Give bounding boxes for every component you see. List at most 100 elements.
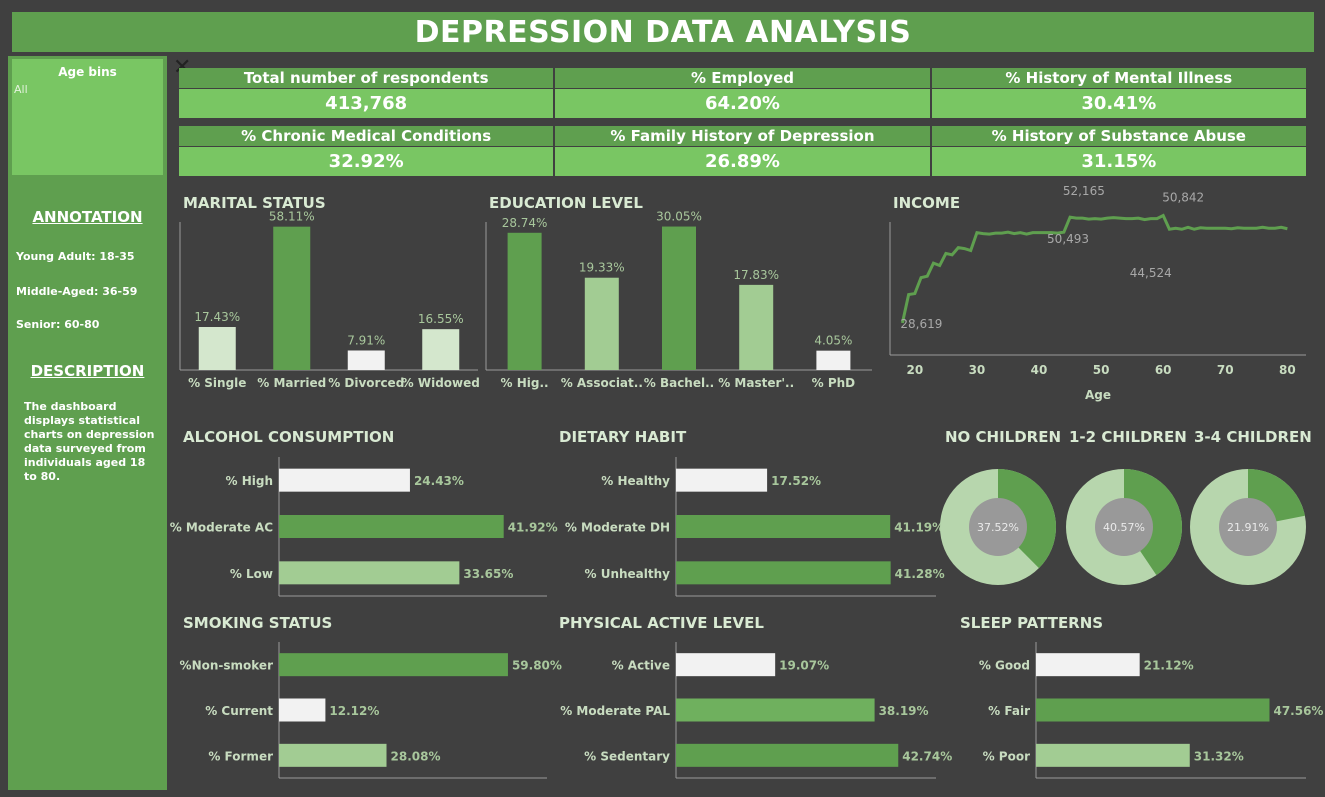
dashboard-title: DEPRESSION DATA ANALYSIS xyxy=(12,12,1314,52)
tick-label: %Non-smoker xyxy=(180,659,274,673)
data-label: 24.43% xyxy=(414,474,464,488)
filter-label: Age bins xyxy=(58,65,117,79)
sidebar: Age bins All ANNOTATION Young Adult: 18-… xyxy=(8,56,167,790)
tick-label: % Current xyxy=(205,704,273,718)
kpi-mental-illness: % History of Mental Illness 30.41% xyxy=(931,68,1306,120)
kpi-value: 31.15% xyxy=(931,147,1306,176)
tick-label: % Poor xyxy=(983,749,1030,763)
income-line xyxy=(900,213,1288,324)
x-axis-label: Age xyxy=(1085,388,1111,402)
kpi-row-2: % Chronic Medical Conditions 32.92% % Fa… xyxy=(179,126,1306,178)
kpi-label: Total number of respondents xyxy=(179,68,554,88)
dietary-title: DIETARY HABIT xyxy=(559,428,687,446)
tick-label: % Low xyxy=(230,567,273,581)
bar xyxy=(662,226,696,370)
tick-label: % Healthy xyxy=(601,474,670,488)
bar xyxy=(279,468,410,492)
tick-label: 50 xyxy=(1093,363,1110,377)
bar xyxy=(422,329,460,370)
kpi-employed: % Employed 64.20% xyxy=(555,68,930,120)
smoking-chart: 59.80% %Non-smoker 12.12% % Current 28.08% % … xyxy=(180,642,562,779)
tick-label: % High xyxy=(226,474,274,488)
filter-value[interactable]: All xyxy=(14,83,28,96)
three-four-children-title: 3-4 CHILDREN xyxy=(1194,428,1312,446)
data-label: 42.74% xyxy=(902,749,952,763)
kpi-value: 64.20% xyxy=(555,89,930,118)
tick-label: % Good xyxy=(979,659,1030,673)
kpi-label: % Family History of Depression xyxy=(555,126,930,146)
kpi-label: % History of Substance Abuse xyxy=(931,126,1306,146)
data-label: 50,842 xyxy=(1162,191,1204,205)
bar xyxy=(273,226,311,370)
education-level-chart: 28.74% % Hig.. 19.33% % Associat.. 30.05% % B… xyxy=(485,210,872,390)
data-label: 12.12% xyxy=(329,704,379,718)
tick-label: 20 xyxy=(906,363,923,377)
annotation-young-adult: Young Adult: 18-35 xyxy=(16,250,135,263)
description-text: The dashboard displays statistical chart… xyxy=(24,400,155,483)
data-label: 19.07% xyxy=(779,659,829,673)
data-label: 33.65% xyxy=(463,567,513,581)
bar xyxy=(676,515,891,538)
data-label: 28,619 xyxy=(900,317,942,331)
tick-label: % Sedentary xyxy=(584,749,670,763)
age-bins-filter[interactable]: Age bins All xyxy=(12,59,163,175)
data-label: 52,165 xyxy=(1063,184,1105,198)
data-label: 59.80% xyxy=(512,659,562,673)
annotation-middle-aged: Middle-Aged: 36-59 xyxy=(16,285,138,298)
donut-slice xyxy=(998,469,1056,569)
bar xyxy=(1036,698,1270,722)
data-label: 17.83% xyxy=(733,268,779,282)
marital-status-chart: 17.43% % Single 58.11% % Married 7.91% % Divo… xyxy=(179,210,480,390)
annotation-senior: Senior: 60-80 xyxy=(16,318,100,331)
data-label: 30.05% xyxy=(656,210,702,224)
bar xyxy=(676,743,899,767)
bar xyxy=(1036,743,1190,767)
kpi-label: % History of Mental Illness xyxy=(931,68,1306,88)
data-label: 19.33% xyxy=(579,261,625,275)
income-title: INCOME xyxy=(893,194,961,212)
one-two-children-title: 1-2 CHILDREN xyxy=(1069,428,1187,446)
kpi-label: % Employed xyxy=(555,68,930,88)
tick-label: 60 xyxy=(1155,363,1172,377)
kpi-row-1: Total number of respondents 413,768 % Em… xyxy=(179,68,1306,120)
kpi-value: 32.92% xyxy=(179,147,554,176)
bar xyxy=(676,653,776,677)
data-label: 16.55% xyxy=(418,312,464,326)
data-label: 17.43% xyxy=(194,310,240,324)
data-label: 44,524 xyxy=(1130,266,1172,280)
no-children-title: NO CHILDREN xyxy=(945,428,1062,446)
sleep-chart: 21.12% % Good 47.56% % Fair 31.32% % Poor xyxy=(979,642,1323,779)
marital-status-title: MARITAL STATUS xyxy=(183,194,326,212)
data-label: 28.74% xyxy=(502,216,548,230)
donut-hole xyxy=(1219,498,1277,556)
tick-label: % Associat.. xyxy=(561,376,643,390)
tick-label: % PhD xyxy=(812,376,856,390)
tick-label: % Former xyxy=(208,749,273,763)
children-donuts: 37.52% 40.57% 21.91% xyxy=(940,469,1306,585)
tick-label: % Active xyxy=(612,659,670,673)
annotation-heading: ANNOTATION xyxy=(32,208,143,226)
data-label: 38.19% xyxy=(879,704,929,718)
alcohol-title: ALCOHOL CONSUMPTION xyxy=(183,428,395,446)
bar xyxy=(1036,653,1140,677)
data-label: 28.08% xyxy=(391,749,441,763)
donut-hole xyxy=(1095,498,1153,556)
kpi-value: 26.89% xyxy=(555,147,930,176)
bar xyxy=(816,350,851,370)
bar xyxy=(507,232,542,370)
tick-label: 80 xyxy=(1279,363,1296,377)
donut-label: 21.91% xyxy=(1227,521,1269,534)
data-label: 47.56% xyxy=(1273,704,1323,718)
tick-label: 40 xyxy=(1031,363,1048,377)
bar xyxy=(676,698,875,722)
bar xyxy=(279,698,326,722)
bar xyxy=(676,468,768,492)
income-chart: 20 30 40 50 60 70 80 Age 28,619 52,165 50,493 44,52… xyxy=(889,184,1306,402)
tick-label: 70 xyxy=(1217,363,1234,377)
data-label: 17.52% xyxy=(771,474,821,488)
tick-label: % Married xyxy=(257,376,326,390)
tick-label: % Unhealthy xyxy=(585,567,671,581)
tick-label: % Divorced xyxy=(328,376,404,390)
tick-label: % Moderate AC xyxy=(170,521,273,535)
